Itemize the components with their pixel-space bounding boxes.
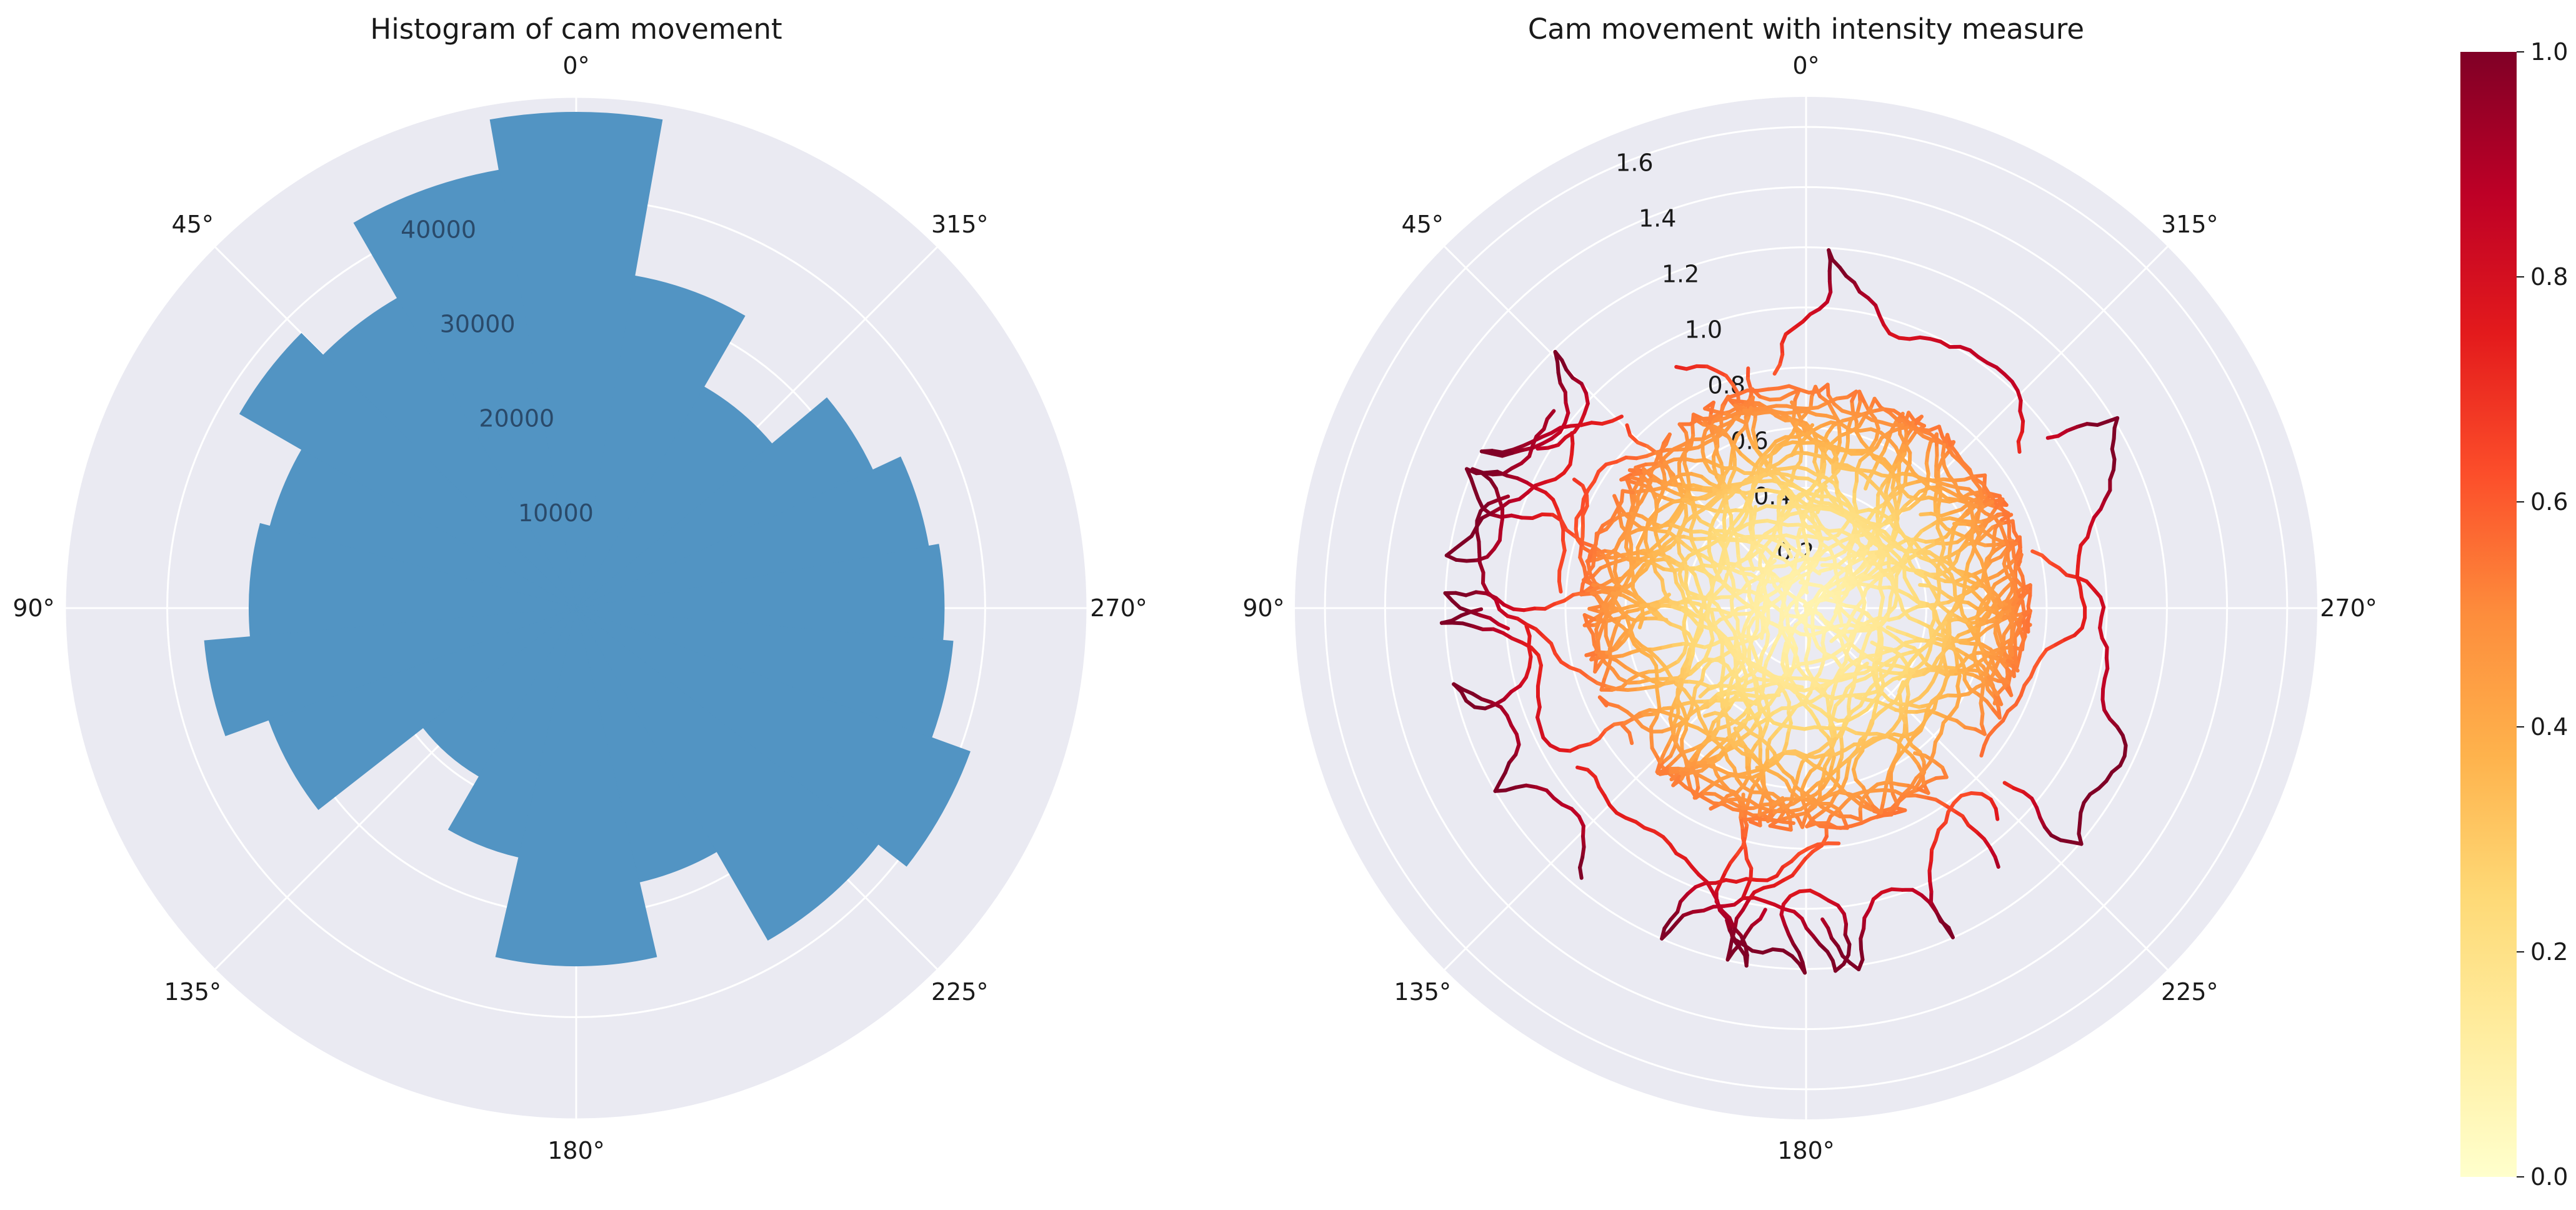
trajectory-segment xyxy=(1864,476,1871,491)
trajectory-segment xyxy=(1994,807,2000,821)
colorbar: 0.0 0.2 0.4 0.6 0.8 1.0 xyxy=(2460,38,2568,1191)
trajectory-segment xyxy=(1597,695,1609,708)
trajectory-segment xyxy=(1780,662,1788,676)
histogram-bar xyxy=(422,608,577,777)
radial-tick-label: 20000 xyxy=(479,405,554,432)
trajectory-segment xyxy=(1641,466,1653,479)
histogram-bar xyxy=(239,332,577,609)
colorbar-tick-label: 0.2 xyxy=(2530,938,2568,966)
histogram-bar xyxy=(576,544,945,641)
angle-tick-labels: 0° 45° 90° 135° 180° 225° 270° 315° xyxy=(1242,52,2377,1164)
trajectory-segment xyxy=(1637,615,1645,629)
trajectory-segment xyxy=(1684,503,1689,518)
trajectory-segment xyxy=(1677,521,1687,534)
trajectory-segment xyxy=(2045,434,2060,440)
trajectory-segment xyxy=(1784,545,1794,559)
angle-tick-labels: 0° 45° 90° 135° 180° 225° 270° 315° xyxy=(12,52,1147,1164)
trajectory-segment xyxy=(1610,414,1624,423)
angle-tick-label: 180° xyxy=(1777,1137,1835,1164)
histogram-chart: Histogram of cam movement 0° 45° 90° 135° 18… xyxy=(12,12,1147,1164)
trajectory-segment xyxy=(1698,687,1710,699)
histogram-bar xyxy=(576,397,874,609)
histogram-bar xyxy=(576,608,971,867)
angle-tick-label: 45° xyxy=(1402,211,1444,238)
angular-gridline xyxy=(1444,246,1807,609)
radial-tick-label: 40000 xyxy=(401,216,476,243)
histogram-bar xyxy=(249,522,577,638)
histogram-bar xyxy=(489,112,663,609)
trajectory-lines xyxy=(1439,248,2128,975)
trajectory-segment xyxy=(1759,626,1765,641)
trajectory-segment xyxy=(1758,908,1767,921)
trajectory-segment xyxy=(1790,444,1799,458)
radial-tick-label: 1.2 xyxy=(1662,261,1699,288)
chart-title: Cam movement with intensity measure xyxy=(1528,12,2084,46)
trajectory-segment xyxy=(1656,767,1670,776)
angle-tick-label: 225° xyxy=(931,978,989,1006)
radial-tick-labels: 10000 20000 30000 40000 xyxy=(401,216,594,526)
histogram-bar xyxy=(268,608,577,811)
trajectory-segment xyxy=(1829,632,1842,643)
angle-tick-label: 270° xyxy=(2320,594,2377,622)
trajectory-segment xyxy=(1619,628,1629,641)
trajectory-segment xyxy=(1578,866,1584,880)
radial-tick-label: 30000 xyxy=(440,311,516,338)
histogram-bar xyxy=(204,608,577,736)
histogram-bars xyxy=(204,112,971,967)
colorbar-tick-label: 0.8 xyxy=(2530,263,2568,291)
trajectory-segment xyxy=(1897,668,1907,681)
histogram-bar xyxy=(576,386,773,609)
angle-tick-label: 315° xyxy=(2161,211,2219,238)
radial-tick-label: 1.0 xyxy=(1685,316,1722,343)
trajectory-segment xyxy=(2002,581,2014,592)
angle-tick-label: 45° xyxy=(172,211,214,238)
histogram-bar xyxy=(353,169,577,609)
radial-tick-label: 1.4 xyxy=(1639,205,1676,232)
angle-tick-label: 0° xyxy=(1792,52,1819,79)
angle-tick-label: 315° xyxy=(931,211,989,238)
trajectory-segment xyxy=(1789,400,1800,413)
trajectory-segment xyxy=(2030,549,2044,558)
trajectory-chart: Cam movement with intensity measure 0.20… xyxy=(1242,12,2377,1164)
trajectory-segment xyxy=(1545,409,1556,421)
histogram-bar xyxy=(576,275,746,609)
angle-tick-label: 0° xyxy=(562,52,589,79)
trajectory-segment xyxy=(1733,416,1747,424)
colorbar-tick-label: 1.0 xyxy=(2530,38,2568,66)
histogram-bar xyxy=(576,456,929,609)
colorbar-gradient xyxy=(2460,52,2517,1177)
histogram-bar xyxy=(576,608,954,738)
histogram-bar xyxy=(495,608,657,967)
angle-tick-label: 135° xyxy=(164,978,221,1006)
colorbar-tick-label: 0.4 xyxy=(2530,713,2568,741)
colorbar-tick-label: 0.0 xyxy=(2530,1163,2568,1191)
angle-tick-label: 90° xyxy=(12,594,54,622)
angle-tick-label: 270° xyxy=(1090,594,1147,622)
histogram-bar xyxy=(576,608,879,941)
trajectory-segment xyxy=(1837,610,1844,625)
angle-tick-label: 225° xyxy=(2161,978,2219,1006)
colorbar-tick-label: 0.6 xyxy=(2530,488,2568,516)
colorbar-ticks: 0.0 0.2 0.4 0.6 0.8 1.0 xyxy=(2517,38,2568,1191)
trajectory-segment xyxy=(1707,498,1719,509)
trajectory-segment xyxy=(1895,794,1907,806)
angle-tick-label: 135° xyxy=(1394,978,1451,1006)
trajectory-segment xyxy=(1604,634,1612,648)
trajectory-segment xyxy=(1897,680,1905,694)
angle-tick-label: 180° xyxy=(547,1137,605,1164)
trajectory-segment xyxy=(1496,622,1510,631)
trajectory-segment xyxy=(1772,796,1785,806)
radial-tick-label: 10000 xyxy=(518,499,594,527)
trajectory-segment xyxy=(1772,362,1782,376)
angle-tick-label: 90° xyxy=(1242,594,1284,622)
radial-tick-label: 1.6 xyxy=(1615,149,1653,177)
chart-title: Histogram of cam movement xyxy=(370,12,782,46)
angular-gridline xyxy=(1444,607,1807,971)
